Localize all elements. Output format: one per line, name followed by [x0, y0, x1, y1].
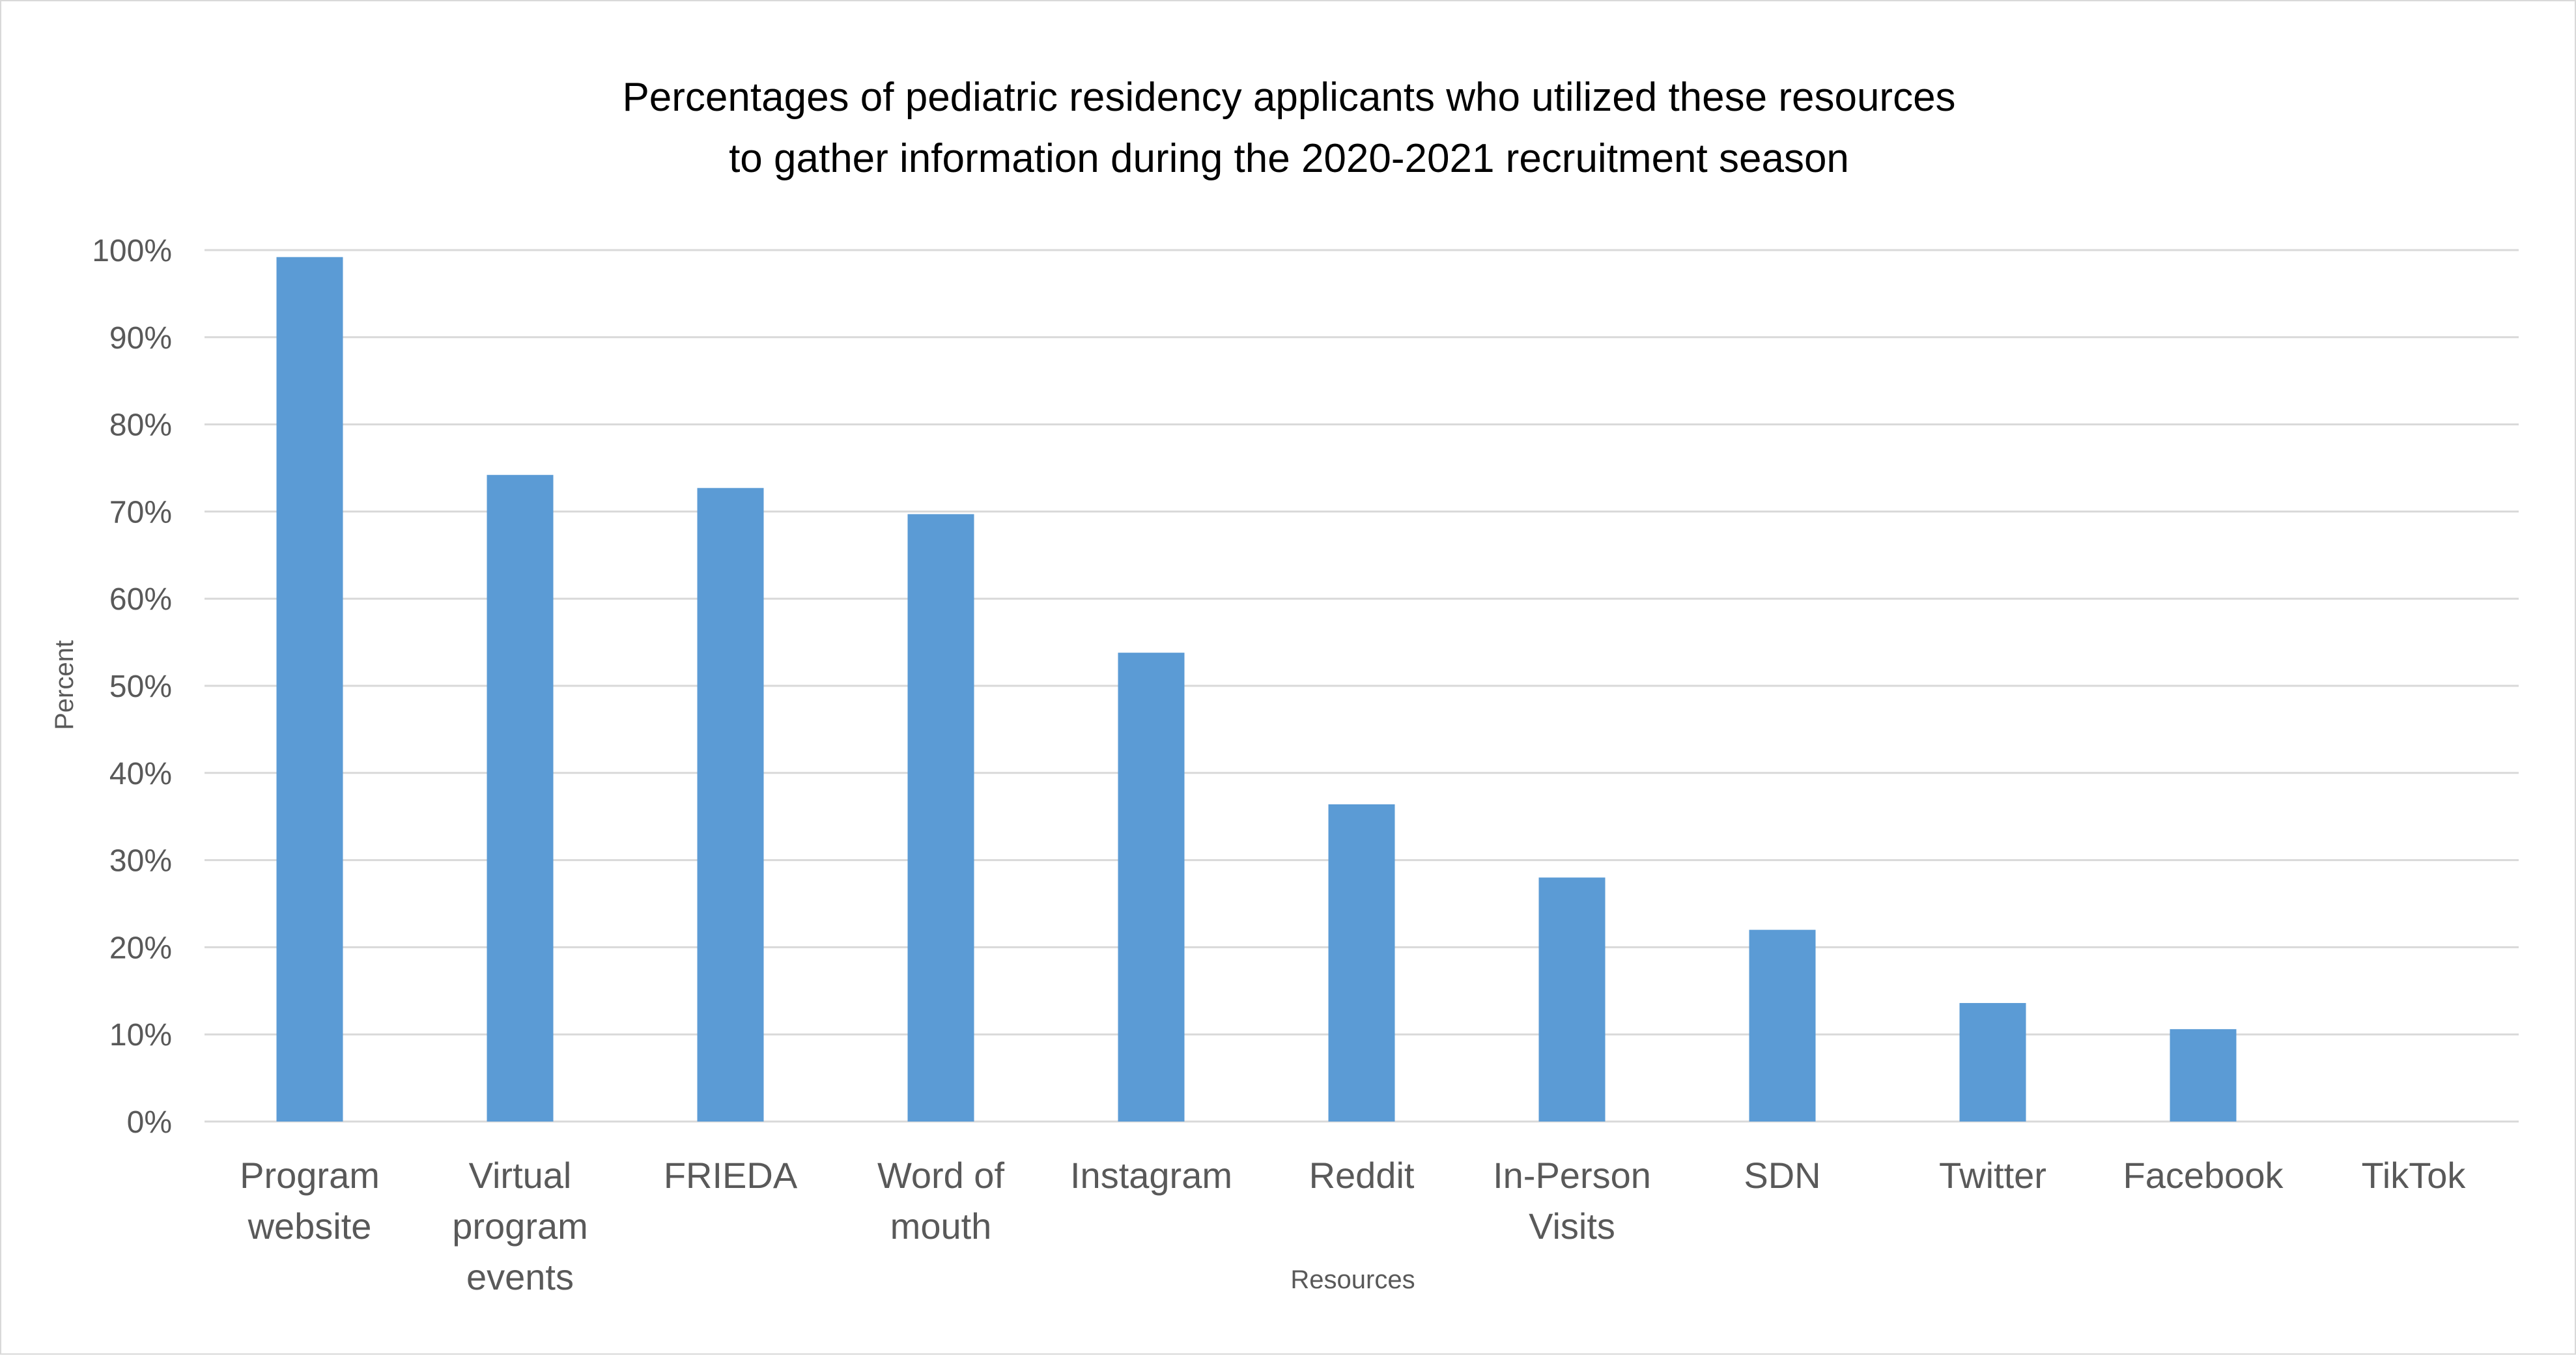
bar	[1749, 929, 1816, 1122]
x-category-label: Program website	[240, 1155, 380, 1247]
bar	[1959, 1003, 2026, 1122]
bar	[907, 514, 974, 1122]
x-category-label-line: Facebook	[2123, 1155, 2284, 1196]
y-axis-ticks: 0% 10% 20% 30% 40% 50% 60% 70% 80% 90% 100%	[92, 234, 172, 1140]
chart-title-line: Percentages of pediatric residency appli…	[622, 75, 1955, 120]
y-tick-label: 80%	[109, 408, 172, 443]
x-category-label: Word of mouth	[877, 1155, 1004, 1247]
x-category-label: Virtual program events	[452, 1155, 588, 1297]
x-category-label-line: Word of	[877, 1155, 1004, 1196]
y-tick-label: 0%	[127, 1105, 172, 1140]
x-category-label-line: TikTok	[2362, 1155, 2467, 1196]
x-category-label: Twitter	[1939, 1155, 2046, 1196]
bar	[697, 488, 764, 1122]
x-category-label-line: Virtual	[469, 1155, 572, 1196]
x-category-label: FRIEDA	[664, 1155, 798, 1196]
gridlines	[205, 249, 2519, 1123]
y-tick-label: 100%	[92, 234, 172, 268]
y-tick-label: 50%	[109, 670, 172, 704]
bars	[276, 257, 2237, 1122]
x-category-label: Instagram	[1070, 1155, 1232, 1196]
x-category-label-line: Program	[240, 1155, 380, 1196]
y-tick-label: 90%	[109, 321, 172, 356]
y-axis-title: Percent	[50, 640, 79, 730]
y-tick-label: 60%	[109, 582, 172, 617]
y-tick-label: 20%	[109, 931, 172, 965]
x-category-label-line: website	[248, 1206, 372, 1247]
x-category-label: Facebook	[2123, 1155, 2284, 1196]
bar	[1538, 877, 1606, 1122]
x-category-label-line: SDN	[1744, 1155, 1820, 1196]
x-category-label-line: Instagram	[1070, 1155, 1232, 1196]
bar	[1118, 653, 1185, 1122]
chart-title: Percentages of pediatric residency appli…	[622, 75, 1955, 181]
bar	[487, 475, 554, 1122]
x-category-label: Reddit	[1309, 1155, 1415, 1196]
x-category-label-line: Reddit	[1309, 1155, 1415, 1196]
x-category-label: SDN	[1744, 1155, 1820, 1196]
x-category-label-line: mouth	[890, 1206, 992, 1247]
y-tick-label: 70%	[109, 495, 172, 530]
x-category-label-line: In-Person	[1493, 1155, 1651, 1196]
x-category-label-line: Twitter	[1939, 1155, 2046, 1196]
y-tick-label: 40%	[109, 757, 172, 791]
x-axis-title: Resources	[1290, 1265, 1415, 1294]
x-category-label: TikTok	[2362, 1155, 2467, 1196]
x-category-label-line: program	[452, 1206, 588, 1247]
x-category-label-line: FRIEDA	[664, 1155, 798, 1196]
chart-title-line: to gather information during the 2020-20…	[729, 136, 1849, 181]
x-category-label-line: Visits	[1529, 1206, 1615, 1247]
x-category-label-line: events	[466, 1256, 574, 1297]
bar	[276, 257, 343, 1122]
x-category-label: In-Person Visits	[1493, 1155, 1651, 1247]
x-axis-categories: Program website Virtual program events FRIEDA…	[240, 1155, 2466, 1297]
bar	[2170, 1029, 2237, 1122]
bar	[1328, 804, 1395, 1122]
y-tick-label: 10%	[109, 1018, 172, 1052]
y-tick-label: 30%	[109, 844, 172, 879]
